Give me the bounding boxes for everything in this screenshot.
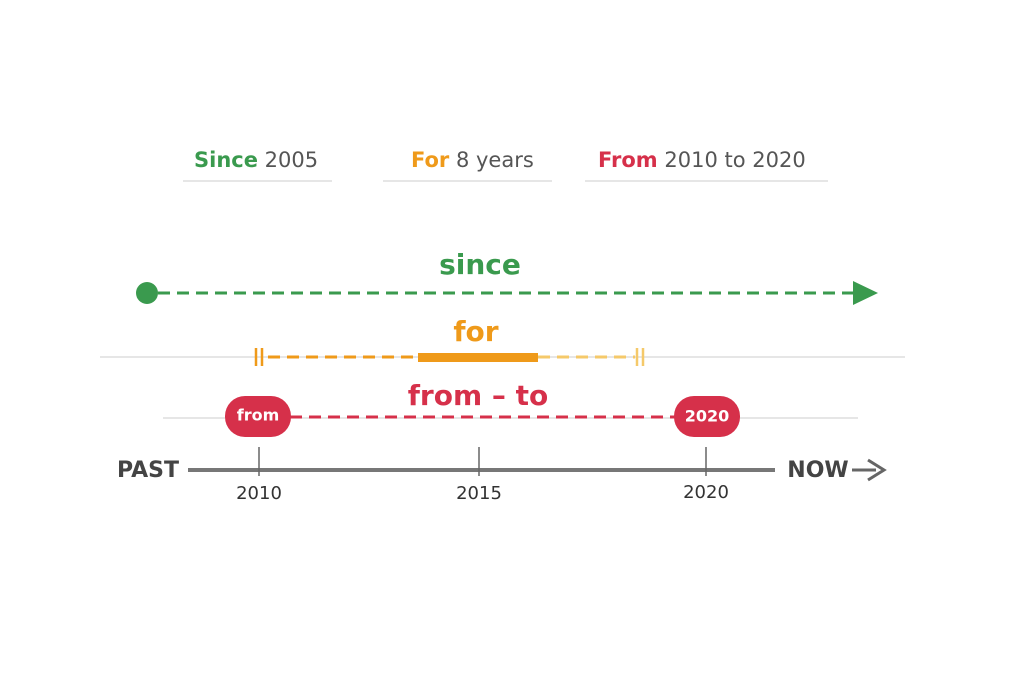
since-label: since <box>439 248 521 281</box>
from-badge <box>225 396 291 437</box>
to-badge-text: 2020 <box>685 407 730 426</box>
from-badge-text: from <box>237 406 280 425</box>
arrow-head <box>853 281 878 305</box>
from-to-label: from – to <box>408 379 549 412</box>
header-keyword: For <box>411 148 450 172</box>
ticks <box>258 447 707 476</box>
header-rest: 2005 <box>265 148 318 172</box>
header: Since 2005 <box>194 148 318 172</box>
tick-label: 2020 <box>683 482 729 503</box>
header-rest: 8 years <box>456 148 534 172</box>
start-dot <box>136 282 158 304</box>
for-bar <box>418 353 538 362</box>
for-label: for <box>453 315 498 348</box>
header-keyword: From <box>598 148 658 172</box>
past-label: PAST <box>117 458 179 483</box>
now-label: NOW <box>787 458 848 483</box>
header: From 2010 to 2020 <box>598 148 806 172</box>
header-keyword: Since <box>194 148 258 172</box>
to-badge <box>674 396 740 437</box>
end-tick <box>635 348 645 366</box>
tick-label: 2015 <box>456 483 502 504</box>
start-tick <box>254 348 264 366</box>
header-rest: 2010 to 2020 <box>664 148 805 172</box>
now-arrow-head <box>867 458 887 482</box>
header: For 8 years <box>411 148 534 172</box>
tick-label: 2010 <box>236 483 282 504</box>
